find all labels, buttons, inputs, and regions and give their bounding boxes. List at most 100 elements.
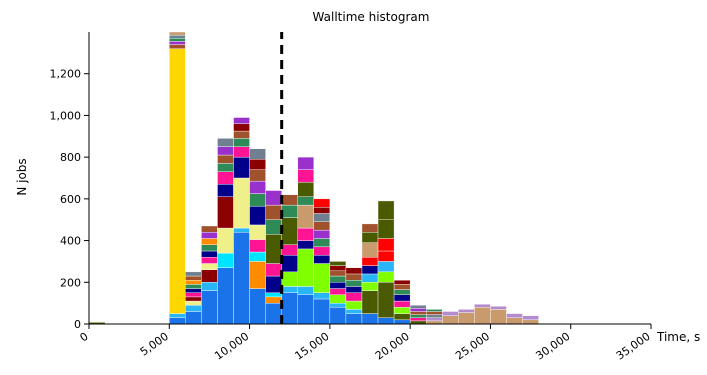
bar-segment <box>234 147 250 157</box>
bar-segment <box>474 307 490 324</box>
histogram-bin <box>378 201 394 324</box>
bar-segment <box>378 220 394 239</box>
bar-segment <box>378 238 394 251</box>
x-tick-label: 0 <box>78 330 91 345</box>
bar-segment <box>234 138 250 146</box>
bar-segment <box>394 280 410 284</box>
bar-segment <box>250 252 266 261</box>
bar-segment <box>410 318 426 321</box>
bar-segment <box>394 295 410 301</box>
bar-segment <box>282 293 298 324</box>
bar-segment <box>250 159 266 169</box>
bar-segment <box>362 232 378 242</box>
bar-segment <box>266 293 282 297</box>
histogram-bin <box>217 138 233 324</box>
x-tick-label: 5,000 <box>138 330 171 359</box>
histogram-bars <box>89 32 539 324</box>
bar-segment <box>490 306 506 309</box>
histogram-bin <box>506 314 522 324</box>
bar-segment <box>250 206 266 225</box>
bar-segment <box>298 205 314 228</box>
bar-segment <box>282 195 298 205</box>
bar-segment <box>217 172 233 185</box>
bar-segment <box>314 230 330 238</box>
y-tick-label: 400 <box>60 235 81 248</box>
bar-segment <box>314 213 330 221</box>
histogram-bin <box>169 32 185 324</box>
bar-segment <box>169 38 185 41</box>
bar-segment <box>217 197 233 228</box>
bar-segment <box>378 318 394 324</box>
bar-segment <box>298 157 314 170</box>
bar-segment <box>298 228 314 241</box>
bar-segment <box>169 35 185 38</box>
bar-segment <box>217 155 233 163</box>
y-tick-label: 1,200 <box>50 68 82 81</box>
bar-segment <box>169 32 185 35</box>
bar-segment <box>217 163 233 171</box>
bar-segment <box>217 138 233 146</box>
y-tick-label: 1,000 <box>50 109 82 122</box>
bar-segment <box>346 314 362 324</box>
bar-segment <box>250 149 266 159</box>
bar-segment <box>298 197 314 205</box>
bar-segment <box>266 220 282 235</box>
histogram-bin <box>474 304 490 324</box>
histogram-bin <box>282 195 298 324</box>
bar-segment <box>506 318 522 324</box>
bar-segment <box>217 147 233 155</box>
bar-segment <box>250 240 266 253</box>
bar-segment <box>394 307 410 313</box>
bar-segment <box>250 194 266 207</box>
bar-segment <box>234 178 250 228</box>
bar-segment <box>426 318 442 321</box>
bar-segment <box>330 261 346 265</box>
bar-segment <box>250 181 266 194</box>
y-tick-label: 600 <box>60 193 81 206</box>
bar-segment <box>185 272 201 276</box>
bar-segment <box>185 276 201 280</box>
bar-segment <box>410 311 426 314</box>
bar-segment <box>201 257 217 263</box>
bar-segment <box>346 274 362 280</box>
bar-segment <box>330 276 346 282</box>
bar-segment <box>201 226 217 232</box>
bar-segment <box>185 297 201 301</box>
histogram-bin <box>314 199 330 324</box>
histogram-bin <box>346 268 362 324</box>
bar-segment <box>298 182 314 197</box>
bar-segment <box>217 268 233 324</box>
bar-segment <box>314 199 330 207</box>
bar-segment <box>298 286 314 294</box>
bar-segment <box>378 201 394 220</box>
bar-segment <box>201 270 217 283</box>
bar-segment <box>330 266 346 271</box>
bar-segment <box>266 297 282 303</box>
bar-segment <box>314 247 330 255</box>
bar-segment <box>282 286 298 292</box>
bar-segment <box>266 303 282 324</box>
bar-segment <box>298 241 314 249</box>
bar-segment <box>330 307 346 324</box>
bar-segment <box>185 289 201 293</box>
bar-segment <box>362 243 378 258</box>
bar-segment <box>314 207 330 213</box>
x-axis-label: Time, s <box>656 330 700 344</box>
x-tick-label: 30,000 <box>533 330 572 363</box>
bar-segment <box>185 305 201 311</box>
bar-segment <box>298 295 314 324</box>
histogram-bin <box>490 306 506 324</box>
chart-title: Walltime histogram <box>313 10 430 24</box>
bar-segment <box>362 291 378 314</box>
histogram-bin <box>298 157 314 324</box>
bar-segment <box>282 255 298 272</box>
bar-segment <box>201 291 217 324</box>
bar-segment <box>394 290 410 295</box>
bar-segment <box>282 218 298 245</box>
histogram-bin <box>266 191 282 324</box>
bar-segment <box>362 266 378 274</box>
histogram-bin <box>442 311 458 324</box>
bar-segment <box>266 276 282 293</box>
bar-segment <box>201 232 217 238</box>
